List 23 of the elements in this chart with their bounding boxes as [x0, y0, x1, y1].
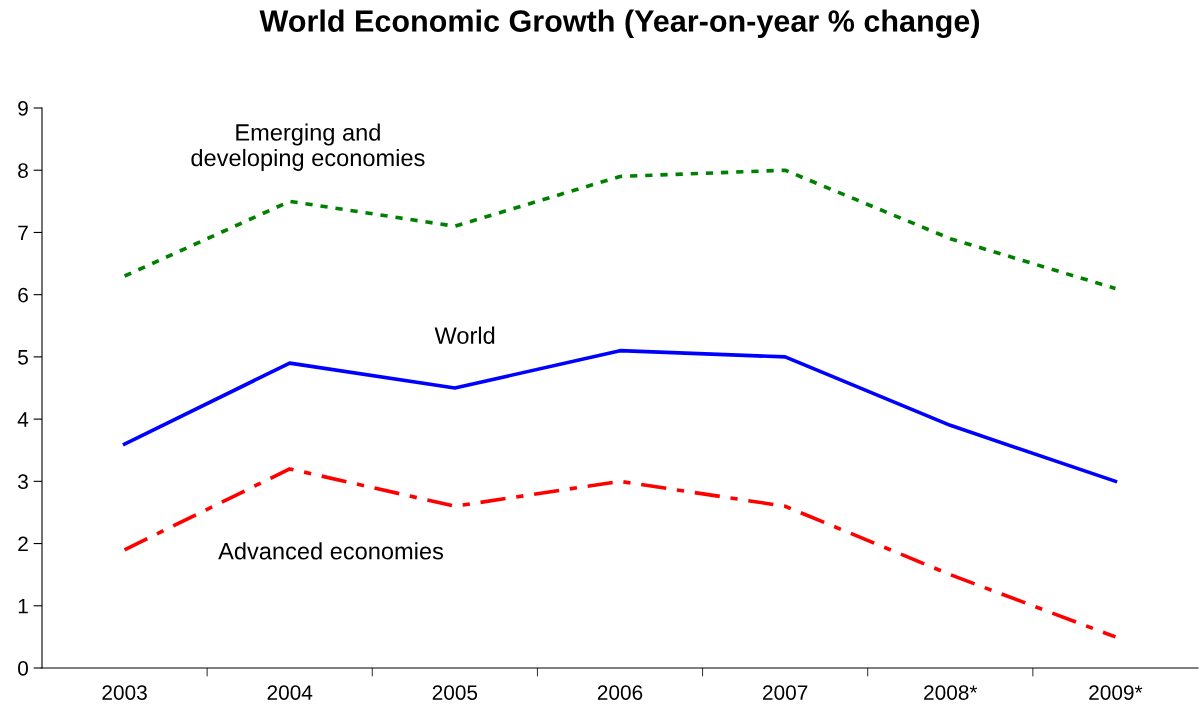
y-tick-label: 6	[18, 287, 28, 303]
y-tick-label: 5	[18, 350, 28, 365]
y-tick-label: 9	[18, 101, 28, 116]
x-tick-label: 2009*	[1089, 685, 1143, 700]
x-tick-label: 2006	[597, 685, 643, 700]
x-tick-label: 2004	[267, 685, 313, 700]
chart-title: World Economic Growth (Year-on-year % change)	[259, 9, 980, 39]
x-tick-label: 2007	[763, 685, 808, 700]
x-tick-label: 2008*	[924, 685, 978, 700]
text: Emerging and developing economies	[191, 123, 425, 171]
series-label: World	[434, 326, 495, 344]
y-tick-label: 3	[18, 474, 28, 490]
y-tick-label: 2	[18, 536, 28, 552]
y-tick-label: 4	[17, 412, 29, 427]
y-tick-label: 1	[18, 598, 28, 614]
y-tick-label: 7	[18, 225, 28, 240]
x-tick-label: 2003	[102, 685, 147, 700]
y-tick-label: 0	[18, 661, 28, 676]
x-tick-label: 2005	[432, 685, 478, 700]
line-series	[122, 467, 1118, 639]
y-tick-label: 8	[18, 163, 28, 178]
series-label: Advanced economies	[218, 542, 444, 560]
line-series	[122, 348, 1118, 484]
